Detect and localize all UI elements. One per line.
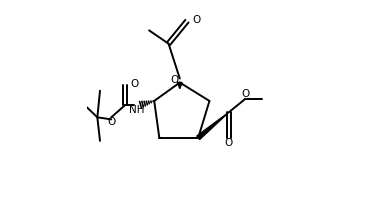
Text: O: O (192, 15, 200, 25)
Polygon shape (178, 83, 182, 89)
Text: O: O (170, 75, 179, 85)
Text: O: O (225, 138, 233, 148)
Text: O: O (130, 79, 138, 89)
Text: O: O (107, 117, 115, 128)
Text: NH: NH (129, 105, 144, 115)
Polygon shape (197, 112, 229, 139)
Text: O: O (241, 89, 249, 99)
